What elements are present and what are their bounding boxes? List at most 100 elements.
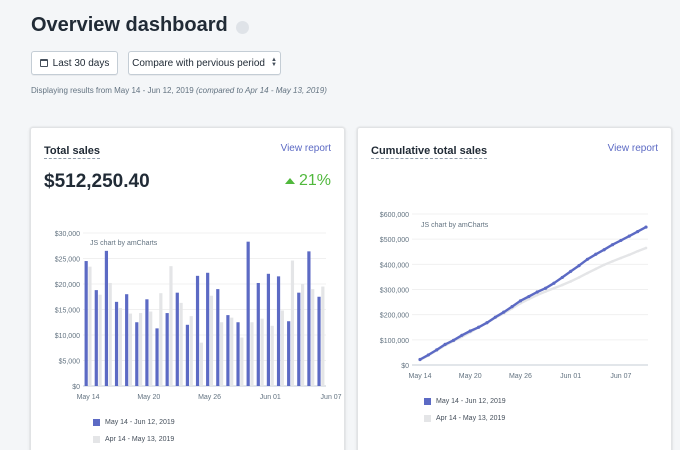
legend-swatch-current — [93, 419, 100, 426]
y-tick-label: $15,000 — [55, 308, 80, 315]
trend-up-icon — [284, 178, 295, 184]
bar-current — [195, 275, 200, 386]
bar-previous — [250, 322, 254, 386]
bar-previous — [219, 322, 224, 386]
point-current — [594, 252, 598, 256]
x-tick-label: May 20 — [459, 373, 482, 380]
point-current — [502, 310, 506, 314]
bar-current — [104, 250, 109, 386]
bar-current — [307, 251, 311, 386]
compare-select-label: Compare with pervious period — [132, 57, 265, 69]
x-tick-label: May 14 — [409, 373, 432, 380]
bar-current — [266, 273, 271, 386]
bar-current — [185, 324, 190, 386]
cumulative-sales-card: Cumulative total sales View report $0 $10… — [357, 127, 672, 450]
bar-current — [165, 313, 169, 386]
bar-current — [317, 296, 321, 386]
y-tick-label: $5,000 — [59, 359, 81, 366]
bar-previous — [240, 337, 244, 386]
point-current — [435, 348, 439, 352]
bar-current — [276, 276, 281, 386]
point-previous — [519, 302, 522, 305]
y-tick-label: $25,000 — [55, 257, 80, 264]
bar-current — [297, 292, 301, 386]
bar-previous — [290, 260, 295, 386]
bar-previous — [138, 313, 143, 386]
point-current — [619, 238, 623, 243]
bar-current — [246, 241, 250, 386]
legend-item-current[interactable]: May 14 - Jun 12, 2019 — [93, 414, 175, 431]
legend-swatch-previous — [424, 415, 431, 422]
results-range-text: Displaying results from May 14 - Jun 12,… — [31, 86, 194, 95]
total-sales-title: Total sales — [44, 145, 101, 159]
point-current — [485, 321, 489, 325]
y-tick-label: $500,000 — [380, 237, 409, 244]
results-compare-text: (compared to Apr 14 - May 13, 2019) — [195, 86, 327, 95]
bar-current — [145, 299, 149, 386]
line-chart-legend: May 14 - Jun 12, 2019 Apr 14 - May 13, 2… — [424, 393, 506, 427]
legend-label-previous: Apr 14 - May 13, 2019 — [436, 415, 506, 422]
results-summary: Displaying results from May 14 - Jun 12,… — [31, 86, 327, 95]
page-title: Overview dashboard — [31, 14, 249, 37]
bar-previous — [169, 266, 173, 386]
legend-item-current[interactable]: May 14 - Jun 12, 2019 — [424, 393, 506, 410]
point-previous — [544, 290, 547, 293]
total-sales-view-report-link[interactable]: View report — [280, 143, 331, 154]
bar-previous — [149, 311, 153, 386]
bar-current — [94, 290, 98, 386]
total-sales-value: $512,250.40 — [44, 171, 150, 192]
bar-current — [175, 292, 179, 386]
x-tick-label: Jun 07 — [610, 373, 631, 380]
date-range-button[interactable]: Last 30 days — [31, 51, 118, 75]
calendar-icon — [39, 59, 48, 67]
x-tick-label: Jun 01 — [560, 373, 581, 380]
point-current — [560, 275, 564, 280]
total-sales-delta-value: 21% — [298, 172, 331, 189]
point-previous — [577, 276, 581, 279]
x-tick-label: May 14 — [77, 394, 100, 401]
point-current — [577, 263, 581, 268]
point-previous — [569, 280, 572, 283]
bar-previous — [209, 295, 214, 386]
total-sales-card: Total sales View report $512,250.40 21% … — [30, 127, 345, 450]
bar-current — [114, 301, 119, 386]
loading-indicator-icon — [235, 21, 249, 34]
bar-previous — [321, 286, 325, 386]
y-tick-label: $100,000 — [380, 338, 409, 345]
bar-current — [135, 322, 139, 386]
point-current — [476, 325, 481, 329]
point-previous — [552, 286, 556, 290]
bar-current — [236, 322, 240, 386]
x-tick-label: May 20 — [137, 394, 160, 401]
legend-label-previous: Apr 14 - May 13, 2019 — [105, 436, 175, 443]
chart-credit: JS chart by amCharts — [421, 222, 489, 229]
y-tick-label: $0 — [72, 384, 80, 391]
point-current — [535, 290, 539, 294]
point-previous — [602, 263, 606, 267]
y-tick-label: $200,000 — [380, 313, 409, 320]
cumulative-view-report-link[interactable]: View report — [607, 143, 658, 154]
bar-previous — [199, 342, 203, 386]
point-previous — [594, 267, 598, 271]
y-tick-label: $300,000 — [380, 288, 409, 295]
x-tick-label: Jun 01 — [260, 394, 281, 401]
bar-previous — [159, 293, 163, 386]
y-tick-label: $600,000 — [380, 212, 409, 219]
bar-previous — [311, 289, 315, 386]
legend-item-previous[interactable]: Apr 14 - May 13, 2019 — [93, 431, 175, 448]
x-tick-label: Jun 07 — [321, 394, 342, 401]
bar-current — [287, 321, 291, 386]
bar-previous — [118, 307, 122, 386]
point-current — [602, 248, 606, 252]
compare-select[interactable]: Compare with pervious period ▲ ▼ — [128, 51, 281, 75]
bar-previous — [270, 325, 274, 386]
point-current — [443, 342, 447, 346]
legend-item-previous[interactable]: Apr 14 - May 13, 2019 — [424, 410, 506, 427]
point-current — [644, 225, 648, 229]
legend-label-current: May 14 - Jun 12, 2019 — [105, 419, 175, 426]
date-range-label: Last 30 days — [52, 57, 110, 69]
y-tick-label: $400,000 — [380, 262, 409, 269]
point-current — [518, 299, 523, 303]
total-sales-bar-chart: $0 $5,000 $10,000 $15,000 $20,000 $25,000 $30,… — [55, 231, 342, 401]
bar-previous — [108, 282, 112, 386]
